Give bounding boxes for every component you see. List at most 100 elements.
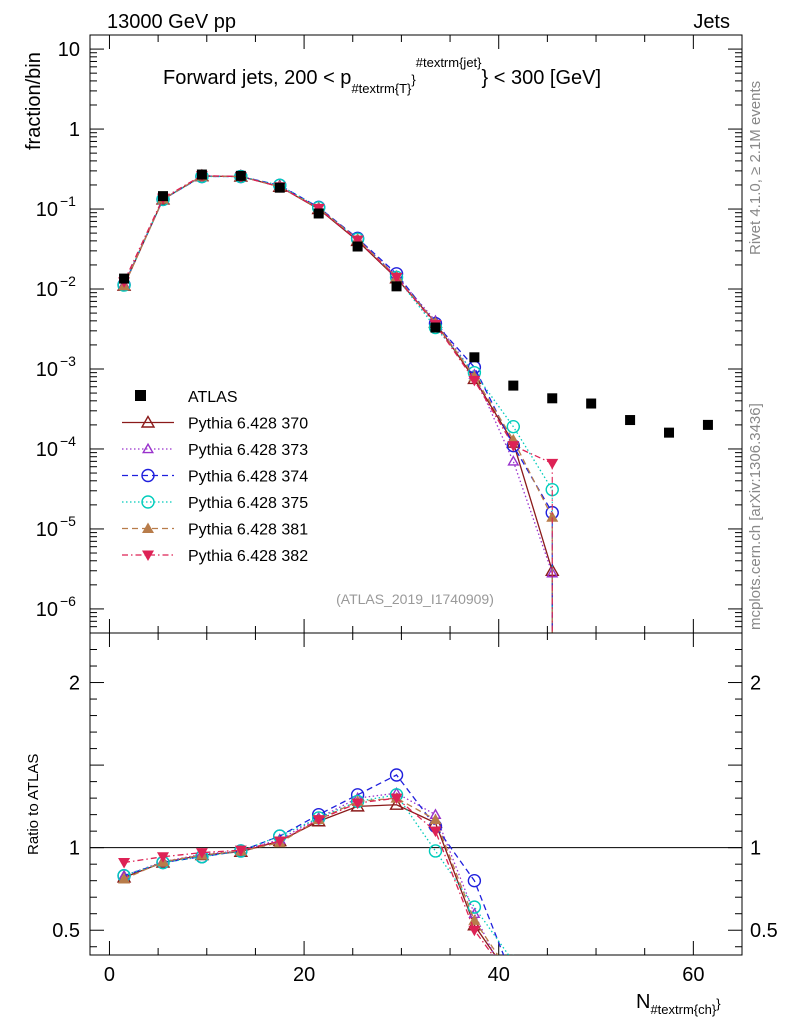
- side-label-top: Rivet 4.1.0, ≥ 2.1M events: [747, 81, 764, 255]
- plot-title: Forward jets, 200 < p#textrm{T}}#textrm{…: [163, 55, 601, 96]
- ratio-point-3: [428, 844, 443, 858]
- ratio-point-0: [389, 797, 404, 810]
- legend: ATLAS Pythia 6.428 370 Pythia 6.428 373 Pyt…: [122, 389, 308, 565]
- x-tick-label: 20: [293, 964, 315, 986]
- x-tick-label: 0: [104, 964, 115, 986]
- x-axis-label-close: }: [716, 996, 721, 1011]
- y-tick-label-top: 10: [58, 39, 80, 61]
- side-label-bottom: mcplots.cern.ch [arXiv:1306.3436]: [747, 403, 764, 630]
- ratio-point-1: [547, 1007, 557, 1015]
- legend-marker-1: [141, 442, 155, 454]
- y-tick-label-top-exp: −1: [60, 193, 76, 209]
- y-tick-label-top-exp: −3: [60, 353, 76, 369]
- atlas-point: [547, 393, 558, 404]
- y-tick-label-bottom: 1: [69, 838, 80, 860]
- series-point-5: [546, 458, 559, 470]
- series-line-1: [123, 175, 553, 574]
- ratio-line-5: [123, 797, 494, 955]
- legend-label-3: Pythia 6.428 375: [188, 495, 308, 512]
- atlas-point: [352, 241, 363, 252]
- legend-label-4: Pythia 6.428 381: [188, 522, 308, 539]
- plot-title-sup: #textrm{jet}: [416, 55, 482, 70]
- ratio-point-5: [273, 836, 286, 848]
- ratio-point-2: [546, 1000, 558, 1012]
- x-axis-label-sub: #textrm{ch}: [650, 1002, 716, 1017]
- series-point-5: [390, 272, 403, 284]
- y-tick-label-top-exp: −4: [60, 433, 76, 449]
- series-line-5: [123, 174, 553, 464]
- ratio-point-5: [546, 984, 558, 995]
- legend-label-atlas: ATLAS: [188, 389, 238, 406]
- y-tick-label-bottom: 2: [69, 673, 80, 695]
- series-point-5: [351, 235, 364, 247]
- series-line-2: [123, 175, 553, 513]
- atlas-point: [391, 281, 402, 292]
- legend-label-2: Pythia 6.428 374: [188, 469, 308, 486]
- legend-marker-5: [142, 550, 154, 561]
- ratio-point-3: [546, 995, 558, 1007]
- header-right: Jets: [693, 11, 730, 33]
- ratio-point-3: [467, 900, 482, 914]
- y-tick-label-bottom-right: 0.5: [750, 920, 778, 942]
- top-panel-frame: [89, 34, 743, 634]
- ratio-point-5: [118, 858, 131, 869]
- ratio-point-2: [389, 768, 404, 782]
- atlas-point: [313, 208, 324, 219]
- y-tick-label-bottom: 0.5: [52, 920, 80, 942]
- ratio-plot-area: [116, 768, 558, 1015]
- atlas-point: [508, 380, 519, 391]
- y-tick-label-top: 10: [36, 599, 58, 621]
- x-tick-label: 60: [682, 964, 704, 986]
- ratio-panel-frame: [89, 632, 743, 956]
- top-plot-area: [116, 168, 713, 633]
- legend-marker-4: [142, 522, 154, 533]
- ratio-point-4: [546, 1002, 558, 1013]
- ratio-point-2: [467, 873, 482, 888]
- ratio-point-4: [118, 873, 131, 884]
- y-axis-label-top: fraction/bin: [23, 52, 45, 150]
- series-point-1: [507, 455, 520, 466]
- atlas-point: [664, 427, 675, 438]
- plot-title-sub: #textrm{T}: [351, 81, 412, 96]
- y-tick-label-top-exp: −6: [60, 593, 76, 609]
- legend-label-5: Pythia 6.428 382: [188, 548, 308, 565]
- atlas-point: [469, 352, 480, 363]
- y-tick-label-top: 10: [36, 519, 58, 541]
- atlas-point: [702, 419, 713, 430]
- atlas-point: [119, 273, 130, 284]
- ratio-point-5: [195, 848, 208, 859]
- y-tick-label-bottom-right: 1: [750, 838, 761, 860]
- y-tick-label-top: 10: [36, 359, 58, 381]
- x-tick-label: 40: [488, 964, 510, 986]
- ratio-point-1: [509, 990, 519, 998]
- legend-label-0: Pythia 6.428 370: [188, 416, 308, 433]
- y-tick-label-top-exp: −2: [60, 273, 76, 289]
- series-point-5: [507, 441, 520, 452]
- ratio-point-5: [390, 793, 403, 805]
- y-tick-label-top: 10: [36, 439, 58, 461]
- y-axis-label-bottom: Ratio to ATLAS: [25, 754, 42, 855]
- x-axis-label-main: N: [636, 991, 650, 1013]
- series-line-4: [123, 175, 553, 518]
- ratio-point-4: [429, 813, 442, 825]
- ratio-point-5: [312, 815, 325, 826]
- legend-marker-2: [141, 468, 155, 483]
- x-axis-label: N#textrm{ch}}: [636, 991, 721, 1017]
- analysis-id: (ATLAS_2019_I1740909): [336, 591, 494, 607]
- legend-label-1: Pythia 6.428 373: [188, 442, 308, 459]
- atlas-point: [157, 191, 168, 202]
- y-tick-label-top-exp: −5: [60, 513, 76, 529]
- y-tick-label-top: 10: [36, 279, 58, 301]
- atlas-point: [196, 169, 207, 180]
- header-left: 13000 GeV pp: [107, 11, 236, 33]
- ratio-panel: 0 20 40 60 2 2 1 1 0.5 0.5: [52, 632, 778, 1015]
- atlas-point: [586, 398, 597, 409]
- y-tick-label-top: 1: [69, 119, 80, 141]
- plot-title-main: Forward jets, 200 < p: [163, 67, 351, 89]
- series-point-5: [468, 375, 481, 387]
- ratio-point-5: [156, 852, 169, 863]
- ratio-line-4: [123, 797, 499, 955]
- atlas-point: [430, 322, 441, 333]
